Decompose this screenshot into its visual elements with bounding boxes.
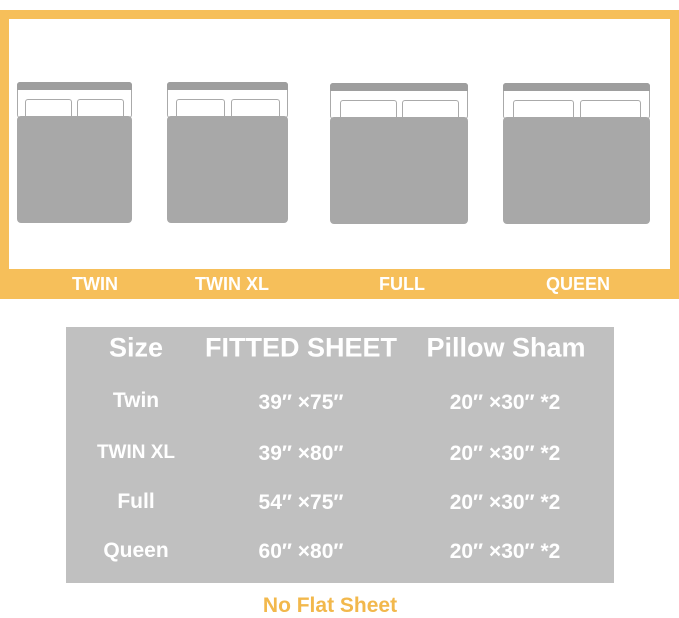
no-flat-sheet-note: No Flat Sheet: [262, 594, 398, 617]
bed-queen-icon: [503, 83, 650, 224]
row-sham: 20″ ×30″ *2: [449, 391, 561, 414]
row-size: Twin: [112, 389, 160, 412]
label-full: FULL: [379, 274, 425, 294]
header-pillow-sham: Pillow Sham: [426, 332, 586, 363]
row-sham: 20″ ×30″ *2: [449, 491, 561, 514]
bed-full-icon: [330, 83, 468, 224]
label-twin-xl: TWIN XL: [195, 274, 269, 294]
bed-twin-icon: [17, 82, 132, 223]
row-fitted: 60″ ×80″: [258, 540, 344, 563]
label-queen: QUEEN: [545, 274, 611, 294]
row-fitted: 54″ ×75″: [258, 491, 344, 514]
label-twin: TWIN: [72, 274, 118, 294]
row-fitted: 39″ ×75″: [258, 391, 344, 414]
row-size: Full: [117, 490, 155, 513]
row-sham: 20″ ×30″ *2: [449, 442, 561, 465]
row-fitted: 39″ ×80″: [258, 442, 344, 465]
header-size: Size: [108, 332, 164, 363]
row-size: Queen: [103, 539, 169, 562]
header-fitted-sheet: FITTED SHEET: [204, 332, 398, 363]
size-table: [66, 327, 614, 583]
row-sham: 20″ ×30″ *2: [449, 540, 561, 563]
bed-twin-xl-icon: [167, 82, 288, 223]
row-size: TWIN XL: [96, 442, 176, 463]
